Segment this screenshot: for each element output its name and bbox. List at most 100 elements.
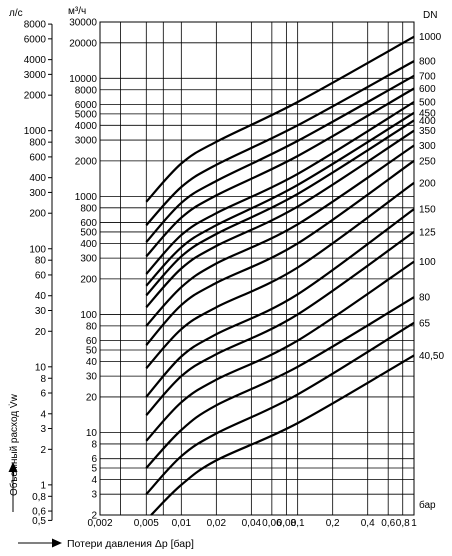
dn-curve: [145, 119, 415, 297]
dn-curve: [145, 60, 415, 226]
m3h-tick-label: 2: [91, 511, 97, 522]
m3h-tick-label: 6000: [75, 100, 98, 111]
m3h-unit-label: м³/ч: [68, 6, 86, 17]
dn-curves: [145, 35, 415, 516]
ls-tick-label: 4: [40, 409, 46, 420]
dn-curve: [145, 321, 415, 495]
ls-tick-label: 2: [40, 445, 46, 456]
ls-tick-label: 4000: [24, 55, 47, 66]
x-tick-label: 0,1: [291, 518, 305, 529]
m3h-tick-label: 20: [86, 392, 98, 403]
dn-curve: [145, 111, 415, 287]
m3h-tick-label: 5000: [75, 109, 98, 120]
m3h-tick-label: 3000: [75, 136, 98, 147]
ls-tick-label: 100: [29, 244, 46, 255]
dn-curve: [145, 231, 415, 416]
dn-curve: [145, 144, 415, 327]
dn-curve: [145, 87, 415, 258]
x-tick-label: 1: [411, 518, 417, 529]
x-tick-label: 0,02: [207, 518, 227, 529]
x-tick-label: 0,005: [134, 518, 159, 529]
ls-tick-label: 0,6: [32, 507, 46, 518]
m3h-tick-label: 10000: [69, 74, 97, 85]
ls-tick-label: 600: [29, 152, 46, 163]
ls-tick-label: 1: [40, 480, 46, 491]
dn-label: 450: [419, 108, 436, 119]
dn-header: DN: [423, 10, 437, 21]
ls-tick-label: 30: [35, 306, 47, 317]
m3h-tick-label: 4000: [75, 121, 98, 132]
ls-tick-label: 80: [35, 256, 47, 267]
dn-curve: [145, 101, 415, 275]
m3h-tick-label: 400: [80, 239, 97, 250]
dn-curve: [145, 35, 415, 203]
dn-curve: [145, 129, 415, 309]
x-tick-label: 0,06: [262, 518, 282, 529]
x-tick-label: 0,08: [277, 518, 297, 529]
y-axis-title: Объемный расход V̇w: [7, 393, 20, 496]
plot-frame: [99, 21, 415, 516]
ls-tick-label: 200: [29, 209, 46, 220]
dn-label: 250: [419, 156, 436, 167]
dn-label: 125: [419, 227, 436, 238]
ls-tick-label: 400: [29, 173, 46, 184]
m3h-tick-label: 3: [91, 490, 97, 501]
dn-label: 400: [419, 116, 436, 127]
y-axis-arrow-head: [8, 462, 18, 472]
m3h-tick-label: 600: [80, 218, 97, 229]
m3h-tick-label: 40: [86, 357, 98, 368]
m3h-tick-label: 60: [86, 336, 98, 347]
dn-label: 350: [419, 126, 436, 137]
m3h-tick-label: 10: [86, 428, 98, 439]
m3h-tick-label: 200: [80, 274, 97, 285]
x-tick-label: 0,4: [361, 518, 375, 529]
x-tick-label: 0,04: [242, 518, 262, 529]
dn-curve: [145, 74, 415, 243]
dn-label: 300: [419, 141, 436, 152]
dn-label: 150: [419, 205, 436, 216]
ls-tick-label: 800: [29, 138, 46, 149]
ls-tick-label: 6000: [24, 34, 47, 45]
x-tick-label: 0,01: [172, 518, 192, 529]
x-axis-arrow-head: [52, 538, 62, 548]
ls-tick-label: 1000: [24, 126, 47, 137]
x-axis: 0,002 0,005 0,01 0,02 0,04 0,060,080,1 0,2 0,4 0…: [87, 518, 417, 529]
x-tick-label: 0,6: [381, 518, 395, 529]
m3h-tick-label: 20000: [69, 38, 97, 49]
m3h-tick-label: 300: [80, 254, 97, 265]
dn-curve: [145, 208, 415, 398]
ls-tick-label: 3000: [24, 70, 47, 81]
x-unit-label: бар: [419, 499, 436, 511]
dn-curve: [145, 260, 415, 442]
ls-tick-label: 10: [35, 362, 47, 373]
dn-label: 65: [419, 318, 431, 329]
m3h-tick-label: 4: [91, 475, 97, 486]
ls-tick-label: 40: [35, 291, 47, 302]
dn-label: 80: [419, 293, 431, 304]
m3h-tick-label: 100: [80, 310, 97, 321]
m3h-tick-label: 500: [80, 227, 97, 238]
ls-tick-label: 60: [35, 270, 47, 281]
m3h-tick-label: 1000: [75, 192, 98, 203]
m3h-tick-label: 800: [80, 203, 97, 214]
ls-tick-label: 0,8: [32, 492, 46, 503]
ls-tick-label: 8: [40, 374, 46, 385]
ls-tick-label: 20: [35, 327, 47, 338]
dn-curve: [145, 159, 415, 346]
x-tick-label: 0,8: [396, 518, 410, 529]
m3h-tick-label: 50: [86, 345, 98, 356]
m3h-tick-label: 30000: [69, 18, 97, 29]
dn-curve: [145, 182, 415, 370]
ls-tick-label: 3: [40, 424, 46, 435]
dn-label: 600: [419, 84, 436, 95]
ls-tick-label: 0,5: [32, 516, 46, 527]
m3h-tick-label: 80: [86, 321, 98, 332]
dn-label: 500: [419, 98, 436, 109]
ls-tick-label: 6: [40, 389, 46, 400]
ls-tick-label: 2000: [24, 91, 47, 102]
m3h-tick-label: 8: [91, 439, 97, 450]
